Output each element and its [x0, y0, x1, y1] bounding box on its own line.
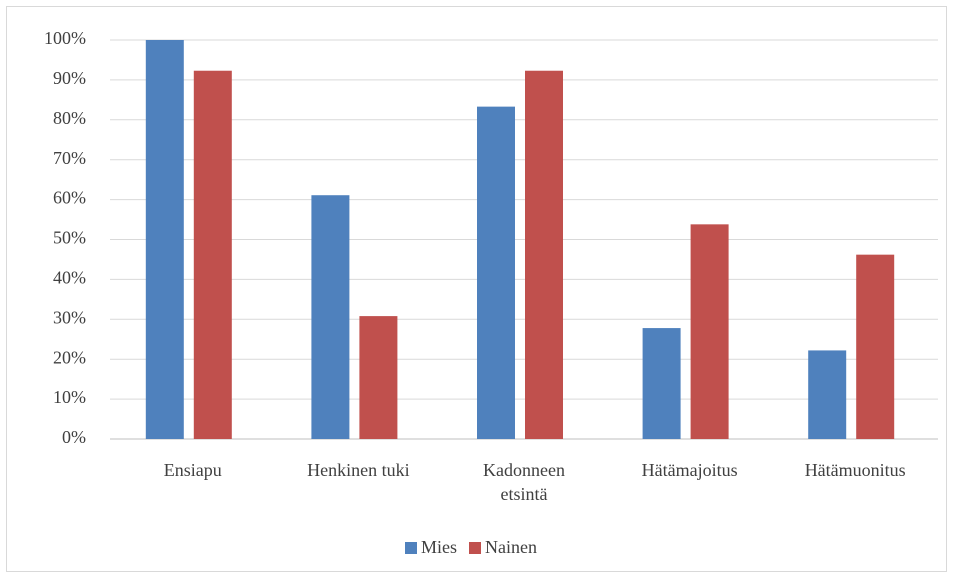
y-tick-label: 60%: [53, 188, 86, 208]
x-tick-label: Ensiapu: [163, 460, 222, 480]
y-tick-label: 70%: [53, 148, 86, 168]
bar: [642, 328, 681, 439]
bar: [690, 224, 729, 439]
bar: [525, 70, 563, 440]
x-tick-label: Hätämuonitus: [804, 460, 906, 480]
x-tick-label: Hätämajoitus: [641, 460, 738, 480]
y-tick-label: 20%: [53, 347, 86, 367]
legend-label: Nainen: [485, 537, 537, 557]
bar: [359, 316, 398, 439]
bar: [311, 195, 350, 439]
y-tick-label: 10%: [53, 387, 86, 407]
bar: [477, 106, 515, 440]
legend-label: Mies: [421, 537, 457, 557]
y-tick-label: 100%: [44, 28, 86, 48]
legend-swatch: [405, 542, 417, 554]
y-tick-label: 0%: [62, 427, 86, 447]
y-tick-label: 40%: [53, 268, 86, 288]
x-tick-label: Kadonneen etsintä: [483, 460, 565, 504]
y-tick-label: 80%: [53, 108, 86, 128]
y-tick-label: 90%: [53, 68, 86, 88]
y-tick-label: 50%: [53, 228, 86, 248]
bar: [808, 350, 847, 439]
bar: [193, 70, 232, 440]
x-tick-label: Henkinen tuki: [307, 460, 410, 480]
bar: [145, 40, 184, 439]
y-tick-label: 30%: [53, 307, 86, 327]
legend-swatch: [469, 542, 481, 554]
bar: [856, 254, 895, 439]
